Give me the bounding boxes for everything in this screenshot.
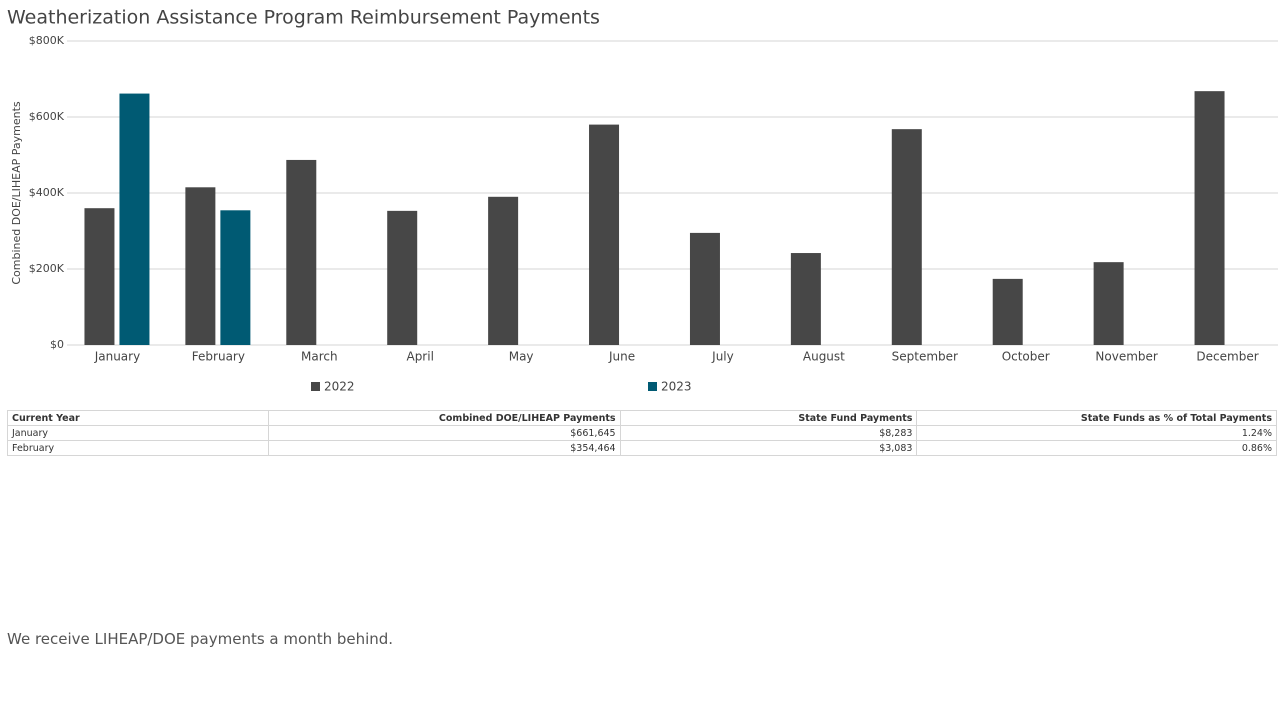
footnote: We receive LIHEAP/DOE payments a month b… (7, 630, 394, 648)
table-cell: $8,283 (619, 425, 918, 441)
y-tick-label: $200K (29, 262, 65, 275)
legend-label: 2023 (661, 380, 692, 394)
table-cell: 0.86% (916, 440, 1277, 456)
table-header: State Fund Payments (619, 410, 918, 426)
x-tick-label: January (94, 350, 141, 364)
data-table: Current Year Combined DOE/LIHEAP Payments… (7, 410, 1277, 456)
bar (84, 208, 115, 345)
table-row: February $354,464 $3,083 0.86% (7, 440, 1277, 456)
table-header: State Funds as % of Total Payments (916, 410, 1277, 426)
chart-title: Weatherization Assistance Program Reimbu… (7, 7, 600, 29)
x-tick-label: December (1196, 350, 1258, 364)
bar (185, 187, 216, 345)
table-cell: $661,645 (267, 425, 621, 441)
table-cell: February (7, 440, 269, 456)
table-cell: January (7, 425, 269, 441)
table-row: January $661,645 $8,283 1.24% (7, 425, 1277, 441)
bar (119, 93, 150, 346)
x-tick-label: March (301, 350, 338, 364)
table-cell: $354,464 (267, 440, 621, 456)
bar (387, 210, 418, 345)
table-cell: 1.24% (916, 425, 1277, 441)
bar (1194, 91, 1225, 345)
x-tick-label: October (1002, 350, 1050, 364)
y-tick-label: $400K (29, 186, 65, 199)
y-axis-label: Combined DOE/LIHEAP Payments (10, 101, 23, 285)
chart: Weatherization Assistance Program Reimbu… (7, 7, 1278, 394)
bar (220, 210, 251, 345)
legend-swatch (648, 382, 657, 391)
x-tick-label: May (509, 350, 534, 364)
bar (286, 159, 317, 345)
x-tick-label: February (192, 350, 245, 364)
bar (992, 278, 1023, 345)
y-tick-label: $0 (50, 338, 64, 351)
table-header: Combined DOE/LIHEAP Payments (267, 410, 621, 426)
bar (589, 124, 620, 345)
bar (891, 129, 922, 345)
x-tick-label: November (1095, 350, 1157, 364)
y-tick-label: $800K (29, 34, 65, 47)
y-tick-label: $600K (29, 110, 65, 123)
x-tick-label: August (803, 350, 845, 364)
x-tick-label: April (406, 350, 433, 364)
x-tick-label: July (711, 350, 734, 364)
bar (790, 253, 821, 345)
bar (1093, 262, 1124, 345)
x-tick-label: September (892, 350, 958, 364)
bar (488, 196, 519, 345)
table-header: Current Year (7, 410, 269, 426)
bar (689, 232, 720, 345)
legend-label: 2022 (324, 380, 355, 394)
legend-swatch (311, 382, 320, 391)
x-tick-label: June (608, 350, 635, 364)
table-cell: $3,083 (619, 440, 918, 456)
